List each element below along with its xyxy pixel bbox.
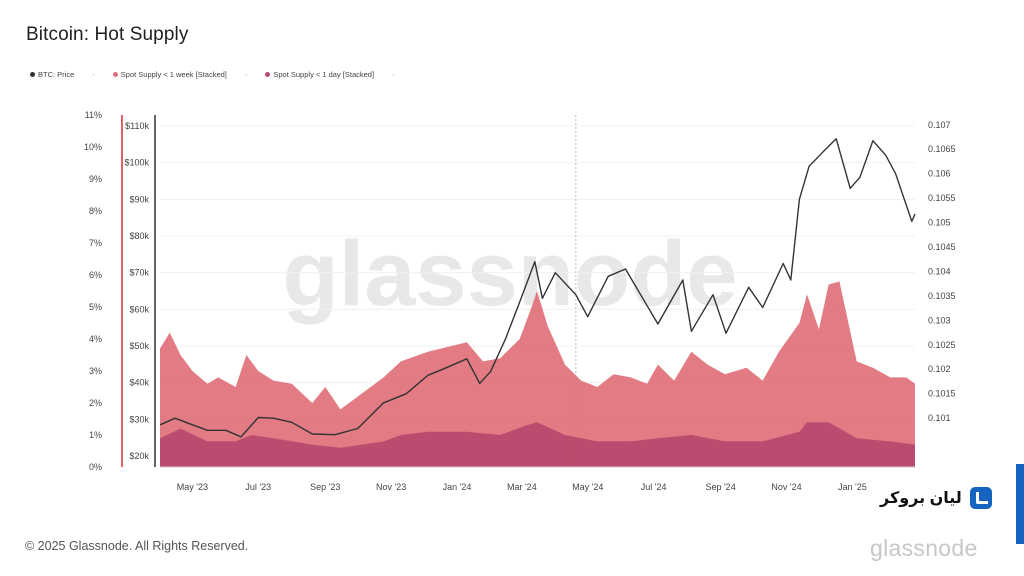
- y-tick-right: 0.102: [928, 364, 951, 374]
- y-tick-price: $90k: [129, 194, 149, 204]
- area-layer: [160, 281, 915, 467]
- copyright-text: © 2025 Glassnode. All Rights Reserved.: [25, 539, 249, 553]
- y-tick-price: $20k: [129, 451, 149, 461]
- y-tick-price: $100k: [124, 158, 149, 168]
- chart-legend: BTC: Price - Spot Supply < 1 week [Stack…: [30, 70, 405, 79]
- series-area-supply-day: [160, 422, 915, 467]
- legend-label-btc-price: BTC: Price: [38, 70, 75, 79]
- series-line-btc-price: [159, 138, 916, 438]
- y-tick-percent: 4%: [89, 334, 102, 344]
- legend-dot-supply-week: [112, 72, 118, 77]
- x-tick: Jan '25: [838, 482, 867, 492]
- legend-dot-supply-day: [265, 72, 271, 77]
- y-tick-price: $40k: [129, 378, 149, 388]
- glassnode-watermark: glassnode: [282, 223, 737, 325]
- y-tick-right: 0.107: [928, 120, 951, 130]
- y-tick-right: 0.104: [928, 266, 951, 276]
- x-tick: Sep '23: [310, 482, 340, 492]
- legend-item-btc-price[interactable]: BTC: Price: [30, 70, 74, 79]
- y-tick-price: $60k: [129, 304, 149, 314]
- y-tick-right: 0.1025: [928, 340, 956, 350]
- y-tick-price: $50k: [129, 341, 149, 351]
- y-tick-percent: 1%: [89, 430, 102, 440]
- y-tick-right: 0.101: [928, 413, 951, 423]
- x-tick: Nov '24: [771, 482, 801, 492]
- x-tick: May '24: [572, 482, 603, 492]
- overlay-brand-icon: [969, 487, 992, 509]
- chart-title: Bitcoin: Hot Supply: [26, 24, 189, 45]
- y-tick-price: $110k: [125, 121, 149, 131]
- y-tick-right: 0.1045: [928, 242, 956, 252]
- legend-label-supply-day: Spot Supply < 1 day [Stacked]: [273, 70, 375, 79]
- axis-layer: 0% 1% 2% 3% 4% 5% 6% 7% 8% 9% 10% 11% $20k $30k $40k $5…: [84, 110, 956, 492]
- y-tick-price: $30k: [129, 414, 149, 424]
- x-tick: Mar '24: [507, 482, 537, 492]
- y-tick-right: 0.103: [928, 315, 951, 325]
- y-tick-percent: 6%: [89, 270, 102, 280]
- legend-dot-btc-price: [30, 72, 35, 77]
- legend-item-supply-day[interactable]: Spot Supply < 1 day [Stacked]: [265, 70, 374, 79]
- y-tick-percent: 7%: [89, 238, 102, 248]
- y-tick-right: 0.1015: [928, 389, 956, 399]
- y-tick-price: $70k: [129, 268, 149, 278]
- y-tick-price: $80k: [129, 231, 149, 241]
- overlay-brand-text: لیان بروکر: [880, 490, 962, 507]
- overlay-brand: لیان بروکر: [880, 487, 992, 509]
- y-tick-percent: 0%: [89, 462, 102, 472]
- x-tick: Jul '23: [245, 482, 271, 492]
- y-tick-right: 0.106: [928, 169, 951, 179]
- legend-separator: -: [392, 70, 395, 79]
- x-tick: Jul '24: [641, 482, 667, 492]
- y-tick-percent: 11%: [85, 110, 102, 120]
- y-tick-percent: 8%: [89, 206, 102, 216]
- glassnode-logo: glassnode: [870, 535, 978, 561]
- legend-separator: -: [244, 70, 248, 79]
- x-tick: May '23: [177, 482, 208, 492]
- line-layer: [159, 138, 916, 438]
- y-tick-percent: 10%: [84, 142, 102, 152]
- series-area-supply-week: [160, 281, 915, 467]
- legend-label-supply-week: Spot Supply < 1 week [Stacked]: [120, 70, 227, 79]
- y-tick-percent: 2%: [89, 398, 102, 408]
- x-tick: Jan '24: [443, 482, 472, 492]
- y-tick-right: 0.1035: [928, 291, 956, 301]
- y-tick-right: 0.1065: [928, 144, 956, 154]
- y-tick-right: 0.1055: [928, 193, 956, 203]
- legend-separator: -: [92, 70, 95, 79]
- y-tick-percent: 9%: [89, 174, 102, 184]
- y-tick-percent: 5%: [89, 302, 102, 312]
- x-tick: Sep '24: [705, 482, 735, 492]
- legend-item-supply-week[interactable]: Spot Supply < 1 week [Stacked]: [112, 70, 227, 79]
- y-tick-right: 0.105: [928, 218, 951, 228]
- x-tick: Nov '23: [376, 482, 406, 492]
- y-tick-percent: 3%: [89, 366, 102, 376]
- side-accent-bar: [1016, 464, 1024, 544]
